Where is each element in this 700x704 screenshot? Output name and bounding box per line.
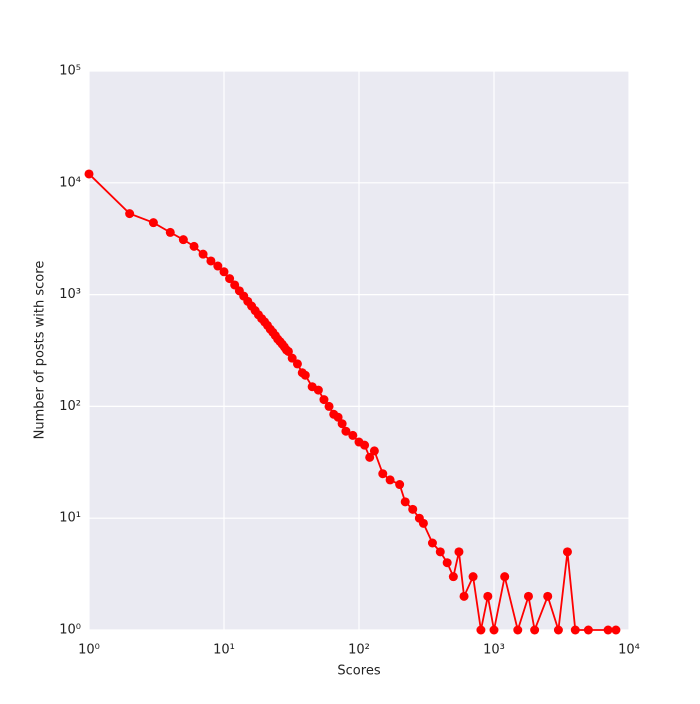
point [369, 446, 379, 456]
point [418, 518, 428, 528]
point [225, 274, 235, 284]
point [219, 267, 229, 277]
point [611, 625, 621, 635]
point [125, 209, 135, 219]
point [378, 469, 388, 479]
x-tick-label: 10⁴ [618, 643, 640, 658]
point [543, 591, 553, 601]
point [400, 497, 410, 507]
point [483, 591, 493, 601]
point [365, 452, 375, 462]
point [476, 625, 486, 635]
point [337, 419, 347, 429]
x-tick-label: 10² [348, 643, 370, 658]
point [324, 401, 334, 411]
point [300, 370, 310, 380]
point [395, 480, 405, 490]
point [319, 395, 329, 405]
y-tick-label: 10¹ [59, 511, 81, 526]
y-tick-label: 10³ [59, 287, 81, 302]
point [489, 625, 499, 635]
point [189, 241, 199, 251]
point [500, 572, 510, 582]
point [442, 558, 452, 568]
point [513, 625, 523, 635]
point [583, 625, 593, 635]
point [178, 235, 188, 245]
point [603, 625, 613, 635]
point [385, 475, 395, 485]
point [213, 261, 223, 271]
point [360, 440, 370, 450]
point [530, 625, 540, 635]
point [148, 218, 158, 228]
point [562, 547, 572, 557]
point [165, 227, 175, 237]
point [553, 625, 563, 635]
point [459, 591, 469, 601]
point [468, 572, 478, 582]
y-tick-label: 10⁴ [59, 175, 81, 190]
point [198, 249, 208, 259]
point [408, 504, 418, 514]
point [283, 346, 293, 356]
point [427, 538, 437, 548]
point [348, 430, 358, 440]
point [333, 412, 343, 422]
x-axis-label: Scores [337, 664, 380, 679]
point [292, 359, 302, 369]
point [84, 169, 94, 179]
point [287, 353, 297, 363]
x-tick-label: 10⁰ [78, 643, 100, 658]
x-tick-label: 10³ [483, 643, 505, 658]
y-tick-label: 10⁰ [59, 623, 81, 638]
y-tick-label: 10² [59, 399, 81, 414]
point [454, 547, 464, 557]
point [206, 256, 216, 266]
point [341, 426, 351, 436]
y-tick-label: 10⁵ [59, 64, 81, 79]
point [570, 625, 580, 635]
point [435, 547, 445, 557]
x-tick-label: 10¹ [213, 643, 235, 658]
point [448, 572, 458, 582]
point [313, 385, 323, 395]
y-axis-label: Number of posts with score [33, 261, 48, 440]
point [523, 591, 533, 601]
